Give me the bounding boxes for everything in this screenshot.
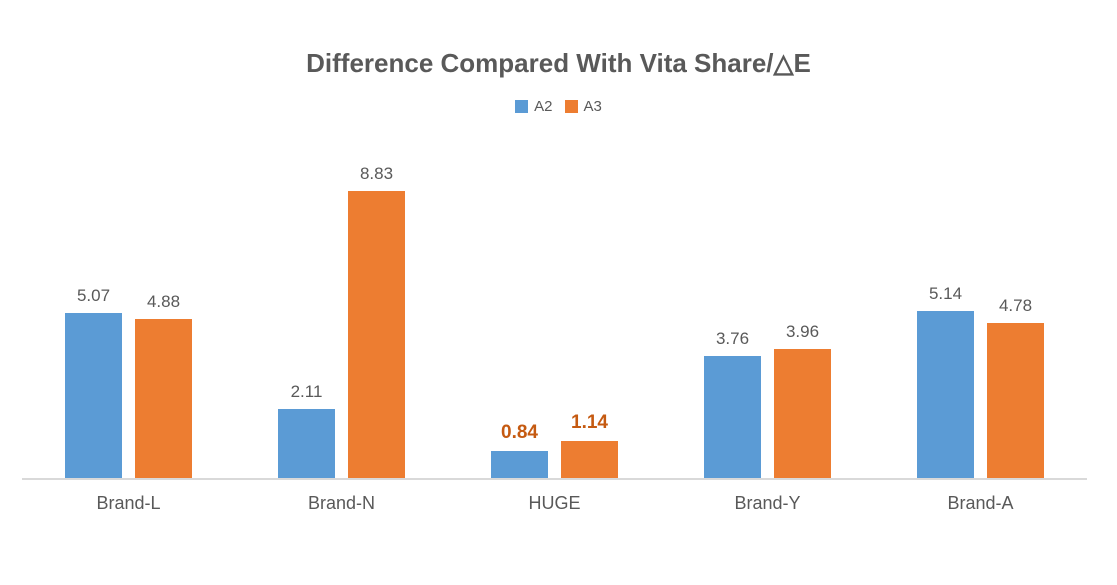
bar-A2-Brand-A: [917, 310, 974, 478]
value-label-A3-Brand-Y: 3.96: [785, 322, 820, 342]
bar-column: 0.84: [491, 422, 548, 478]
bar-A2-HUGE: [491, 450, 548, 478]
bar-column: 4.78: [987, 296, 1044, 478]
x-axis-line: [22, 478, 1087, 480]
bar-group-Brand-N: 2.11 8.83: [235, 133, 448, 478]
value-label-A2-Brand-A: 5.14: [928, 283, 963, 303]
value-label-A2-Brand-Y: 3.76: [715, 328, 750, 348]
bar-group-HUGE: 0.84 1.14: [448, 133, 661, 478]
bar-A2-Brand-Y: [704, 355, 761, 478]
x-axis-labels: Brand-L Brand-N HUGE Brand-Y Brand-A: [22, 493, 1087, 514]
bar-column: 2.11: [278, 382, 335, 478]
legend-item-A3: A3: [564, 98, 602, 115]
value-label-A2-Brand-L: 5.07: [76, 286, 111, 306]
value-label-A3-Brand-L: 4.88: [146, 292, 181, 312]
x-axis-label-Brand-A: Brand-A: [947, 493, 1014, 513]
value-label-A2-HUGE: 0.84: [501, 421, 538, 443]
bar-group-Brand-A: 5.14 4.78: [874, 133, 1087, 478]
bar-column: 5.14: [917, 284, 974, 478]
bar-column: 5.07: [65, 286, 122, 478]
bar-column: 4.88: [135, 292, 192, 478]
bar-column: 8.83: [348, 164, 405, 478]
legend-label: A3: [583, 98, 602, 115]
legend: A2 A3: [0, 98, 1117, 115]
legend-item-A2: A2: [515, 98, 553, 115]
value-label-A3-Brand-A: 4.78: [998, 295, 1033, 315]
bar-group-Brand-L: 5.07 4.88: [22, 133, 235, 478]
bar-column: 1.14: [561, 412, 618, 478]
bar-column: 3.96: [774, 322, 831, 478]
bar-A3-Brand-N: [348, 191, 405, 478]
x-axis-label-Brand-Y: Brand-Y: [734, 493, 801, 513]
x-axis-label-Brand-N: Brand-N: [307, 493, 376, 513]
bar-A3-Brand-L: [135, 319, 192, 478]
chart-title: Difference Compared With Vita Share/△E: [306, 48, 811, 78]
value-label-A2-Brand-N: 2.11: [290, 382, 323, 402]
x-axis-label-HUGE: HUGE: [528, 493, 581, 513]
x-axis-label-Brand-L: Brand-L: [96, 493, 161, 513]
bar-A3-Brand-A: [987, 322, 1044, 478]
bar-A2-Brand-L: [65, 313, 122, 478]
value-label-A3-Brand-N: 8.83: [359, 164, 394, 184]
bar-column: 3.76: [704, 329, 761, 478]
bar-A3-HUGE: [561, 440, 618, 478]
value-label-A3-HUGE: 1.14: [571, 411, 608, 433]
bar-A2-Brand-N: [278, 409, 335, 478]
legend-swatch-A3: [564, 100, 578, 113]
bar-A3-Brand-Y: [774, 349, 831, 478]
legend-swatch-A2: [515, 100, 529, 113]
plot-area: 5.07 4.88 2.11 8.83 0.84 1.14 3.76 3.96 5.14 4.78: [22, 133, 1087, 478]
legend-label: A2: [534, 98, 553, 115]
bar-group-Brand-Y: 3.76 3.96: [661, 133, 874, 478]
